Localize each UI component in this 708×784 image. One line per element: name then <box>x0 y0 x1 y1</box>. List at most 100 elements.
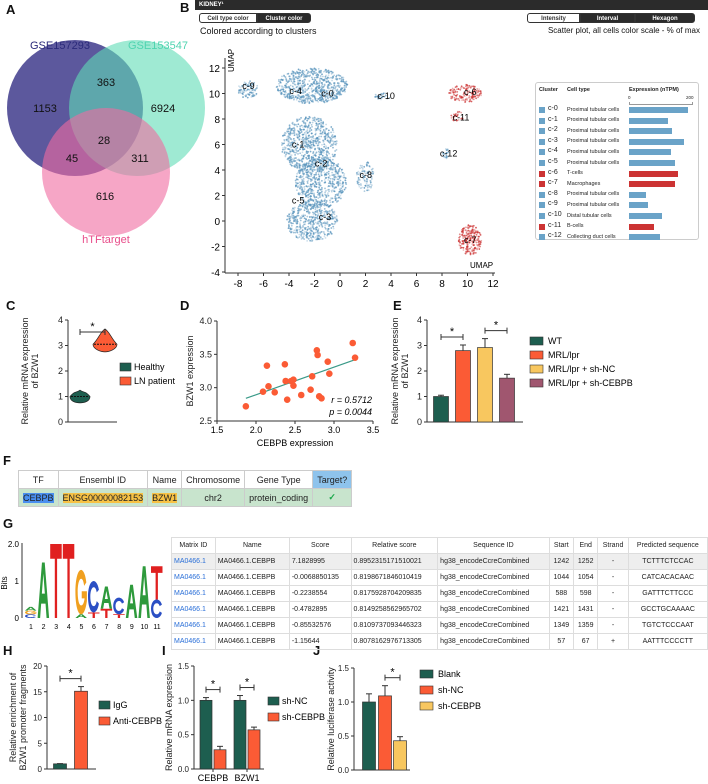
cell-point <box>367 189 370 192</box>
cell-point <box>453 119 456 121</box>
cell-point <box>241 90 244 92</box>
matrix-id-link-value[interactable]: MA0466.1 <box>174 622 206 629</box>
y-axis-label-line: Relative mRNA expression <box>20 317 30 424</box>
cell-point <box>477 90 480 93</box>
cell-point <box>316 201 319 204</box>
cell-point <box>305 231 308 234</box>
significance-star: * <box>390 667 395 679</box>
cell-point <box>358 183 360 186</box>
cell-point <box>256 84 259 87</box>
cell-point <box>250 96 253 98</box>
cell-point <box>323 143 326 146</box>
interval-toggle[interactable]: Interval <box>580 13 635 23</box>
cell-point <box>324 187 326 190</box>
cell-point <box>331 174 334 177</box>
cell-point <box>292 76 295 79</box>
cell-point <box>290 80 293 82</box>
matrix-id-link[interactable]: MA0466.1 <box>171 601 216 618</box>
cell-point <box>303 70 306 73</box>
cell-type-color-toggle[interactable]: Cell type color <box>199 13 257 23</box>
cell-point <box>309 166 312 169</box>
cell-point <box>332 212 335 214</box>
cell-point <box>288 161 291 164</box>
cell-point <box>314 216 317 219</box>
cell-point <box>307 189 309 192</box>
cell-point <box>288 220 291 222</box>
cell-point <box>333 84 336 87</box>
matrix-id-link-value[interactable]: MA0466.1 <box>174 590 206 597</box>
cell-point <box>475 92 478 95</box>
cell-point <box>334 170 337 173</box>
cell-point <box>316 191 319 194</box>
cell-point <box>302 96 305 98</box>
cell-point <box>318 175 321 178</box>
cell-point <box>310 165 313 168</box>
cell-point <box>366 184 369 187</box>
cell-point <box>326 194 329 196</box>
cell-point <box>323 78 325 81</box>
cell-point <box>312 236 315 238</box>
cell-point <box>462 99 465 102</box>
cell-point <box>298 73 300 76</box>
expression-bar <box>629 149 671 156</box>
cell-point <box>281 84 283 87</box>
cell-point <box>339 182 342 185</box>
hexagon-toggle[interactable]: Hexagon <box>635 13 695 23</box>
legend-header-cell-type: Cell type <box>567 87 590 93</box>
cell-point <box>302 213 305 216</box>
cell-point <box>476 94 479 96</box>
matrix-id-link[interactable]: MA0466.1 <box>171 553 216 570</box>
legend-swatch <box>529 336 544 346</box>
cell-point <box>325 98 328 101</box>
cell-point <box>289 78 292 81</box>
cell-point <box>310 94 313 97</box>
cell-point <box>326 189 329 191</box>
matrix-id-link-value[interactable]: MA0466.1 <box>174 558 206 565</box>
matrix-id-link-value[interactable]: MA0466.1 <box>174 638 206 645</box>
cell-point <box>320 98 323 101</box>
cell-point <box>296 220 299 223</box>
cell-point <box>309 164 312 167</box>
cell-point <box>296 166 299 169</box>
matrix-id-link[interactable]: MA0466.1 <box>171 617 216 634</box>
cell-point <box>253 94 255 97</box>
cell-point <box>334 193 337 196</box>
legend-label: MRL/lpr <box>548 350 580 360</box>
matrix-id-link[interactable]: MA0466.1 <box>171 585 216 602</box>
cell-point <box>287 227 290 230</box>
cell-point <box>337 199 339 202</box>
cell-point <box>297 72 299 75</box>
cell-point <box>306 165 309 168</box>
cell-point <box>310 136 313 138</box>
matrix-id-link[interactable]: MA0466.1 <box>171 633 216 650</box>
x-tick-label: 2 <box>42 624 46 631</box>
cell-point <box>311 163 314 166</box>
matrix-id-link[interactable]: MA0466.1 <box>171 569 216 586</box>
legend-swatch <box>267 696 280 706</box>
cell-point <box>320 171 323 174</box>
cell-point <box>336 88 339 91</box>
cell-point <box>320 121 323 124</box>
intensity-toggle[interactable]: Intensity <box>527 13 580 23</box>
cell-point <box>358 178 361 181</box>
cell-point <box>313 185 316 188</box>
cell-point <box>370 168 373 171</box>
cell-point <box>315 118 318 121</box>
x-tick-label: 2 <box>363 279 369 290</box>
cell-point <box>290 224 293 227</box>
cluster-color-toggle[interactable]: Cluster color <box>257 13 311 23</box>
matrix-id-link-value[interactable]: MA0466.1 <box>174 574 206 581</box>
cell-point <box>310 89 313 91</box>
cell-point <box>297 152 299 155</box>
matrix-id-link-value[interactable]: MA0466.1 <box>174 606 206 613</box>
cell-point <box>315 124 318 127</box>
cell-point <box>326 154 328 157</box>
cluster-label: c-9 <box>242 81 255 91</box>
cell-point <box>451 118 454 121</box>
cell-point <box>285 86 288 89</box>
cell-point <box>307 117 309 120</box>
cell-point <box>283 138 286 141</box>
cell-point <box>320 187 323 189</box>
cell-point <box>298 76 301 79</box>
column-header: TF <box>18 470 59 489</box>
